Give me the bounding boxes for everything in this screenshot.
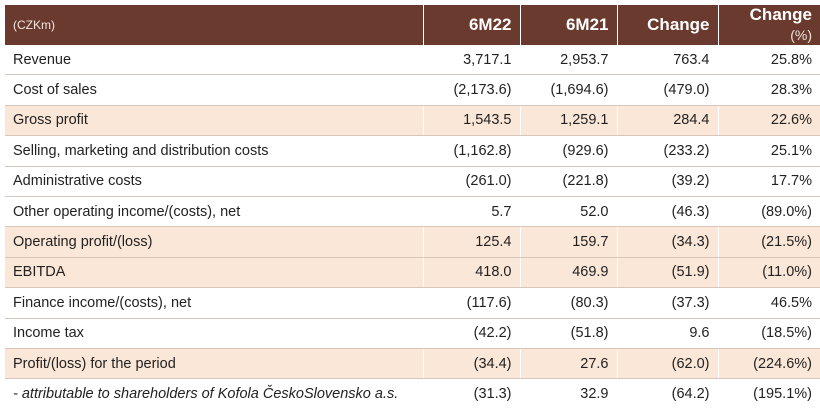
cell-6m22: (2,173.6): [423, 74, 521, 106]
row-label: Profit/(loss) for the period: [5, 348, 424, 380]
row-label: Administrative costs: [5, 166, 424, 197]
row-label: EBITDA: [5, 257, 424, 289]
table-row-attributable: - attributable to shareholders of Kofola…: [5, 378, 820, 409]
cell-change: (233.2): [617, 135, 719, 167]
cell-change-pct: (89.0%): [718, 196, 820, 228]
unit-header: (CZKm): [5, 5, 424, 45]
table-row-ebitda: EBITDA 418.0 469.9 (51.9) (11.0%): [5, 257, 820, 289]
table-header-row: (CZKm) 6M22 6M21 Change Change (%): [5, 5, 820, 45]
cell-6m21: 159.7: [520, 226, 618, 258]
cell-change-pct: 25.1%: [718, 135, 820, 167]
cell-change: 284.4: [617, 105, 719, 137]
cell-change: 9.6: [617, 318, 719, 349]
cell-6m22: 5.7: [423, 196, 521, 228]
cell-6m21: (221.8): [520, 166, 618, 197]
financial-summary-table: (CZKm) 6M22 6M21 Change Change (%) Reven…: [5, 5, 820, 409]
row-label: Gross profit: [5, 105, 424, 137]
cell-change: (64.2): [617, 378, 719, 409]
cell-6m21: 2,953.7: [520, 45, 618, 76]
table-row-gross-profit: Gross profit 1,543.5 1,259.1 284.4 22.6%: [5, 105, 820, 137]
cell-change-pct: 17.7%: [718, 166, 820, 197]
table-row-profit-for-period: Profit/(loss) for the period (34.4) 27.6…: [5, 348, 820, 380]
cell-6m21: (80.3): [520, 287, 618, 319]
row-label: Income tax: [5, 318, 424, 349]
cell-change-pct: 28.3%: [718, 74, 820, 106]
cell-6m22: (42.2): [423, 318, 521, 349]
cell-change: (51.9): [617, 257, 719, 289]
row-label: Revenue: [5, 45, 424, 76]
cell-change: (479.0): [617, 74, 719, 106]
row-label: Selling, marketing and distribution cost…: [5, 135, 424, 167]
change-pct-label: Change: [749, 5, 812, 24]
column-header-change: Change: [617, 5, 719, 45]
row-label: Cost of sales: [5, 74, 424, 106]
table-row-selling-costs: Selling, marketing and distribution cost…: [5, 135, 820, 167]
cell-6m22: 1,543.5: [423, 105, 521, 137]
cell-6m22: (1,162.8): [423, 135, 521, 167]
cell-change: (46.3): [617, 196, 719, 228]
cell-change-pct: (224.6%): [718, 348, 820, 380]
cell-change-pct: (11.0%): [718, 257, 820, 289]
cell-change: (62.0): [617, 348, 719, 380]
table-row-revenue: Revenue 3,717.1 2,953.7 763.4 25.8%: [5, 45, 820, 76]
table-row-cost-of-sales: Cost of sales (2,173.6) (1,694.6) (479.0…: [5, 74, 820, 106]
cell-6m21: 27.6: [520, 348, 618, 380]
column-header-change-pct: Change (%): [718, 5, 820, 45]
cell-change: (37.3): [617, 287, 719, 319]
cell-change: 763.4: [617, 45, 719, 76]
table-row-other-operating: Other operating income/(costs), net 5.7 …: [5, 196, 820, 228]
cell-6m21: 469.9: [520, 257, 618, 289]
cell-6m21: (51.8): [520, 318, 618, 349]
cell-6m21: (929.6): [520, 135, 618, 167]
row-label: - attributable to shareholders of Kofola…: [5, 378, 424, 409]
cell-6m21: 52.0: [520, 196, 618, 228]
cell-6m22: (261.0): [423, 166, 521, 197]
cell-change: (39.2): [617, 166, 719, 197]
cell-6m22: 418.0: [423, 257, 521, 289]
cell-change-pct: (21.5%): [718, 226, 820, 258]
cell-6m22: (31.3): [423, 378, 521, 409]
cell-6m22: 125.4: [423, 226, 521, 258]
cell-change-pct: 25.8%: [718, 45, 820, 76]
row-label: Other operating income/(costs), net: [5, 196, 424, 228]
cell-6m21: (1,694.6): [520, 74, 618, 106]
cell-6m22: 3,717.1: [423, 45, 521, 76]
cell-6m21: 32.9: [520, 378, 618, 409]
cell-6m22: (34.4): [423, 348, 521, 380]
column-header-6m22: 6M22: [423, 5, 521, 45]
cell-change-pct: 22.6%: [718, 105, 820, 137]
row-label: Operating profit/(loss): [5, 226, 424, 258]
table-row-income-tax: Income tax (42.2) (51.8) 9.6 (18.5%): [5, 318, 820, 349]
column-header-6m21: 6M21: [520, 5, 618, 45]
row-label: Finance income/(costs), net: [5, 287, 424, 319]
table-row-administrative-costs: Administrative costs (261.0) (221.8) (39…: [5, 166, 820, 197]
table-row-operating-profit: Operating profit/(loss) 125.4 159.7 (34.…: [5, 226, 820, 258]
cell-change-pct: 46.5%: [718, 287, 820, 319]
cell-6m22: (117.6): [423, 287, 521, 319]
pct-unit: (%): [790, 27, 812, 43]
cell-change-pct: (195.1%): [753, 385, 812, 402]
cell-change-pct: (18.5%): [718, 318, 820, 349]
table-row-finance-income: Finance income/(costs), net (117.6) (80.…: [5, 287, 820, 319]
cell-6m21: 1,259.1: [520, 105, 618, 137]
cell-change: (34.3): [617, 226, 719, 258]
